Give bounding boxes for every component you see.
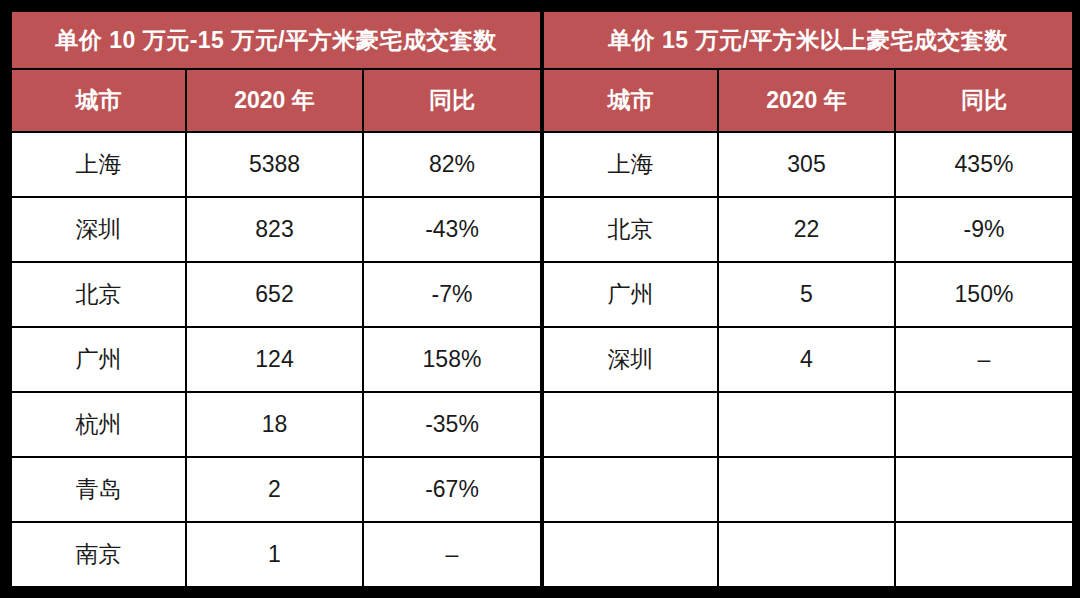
value-2020-cell: 823 [186, 197, 363, 262]
table-row: 杭州18-35% [11, 392, 541, 457]
column-header-city: 城市 [11, 69, 186, 132]
table-price-above-15w: 单价 15 万元/平方米以上豪宅成交套数 城市 2020 年 同比 上海3054… [542, 10, 1074, 588]
city-cell [543, 457, 718, 522]
column-header-2020: 2020 年 [186, 69, 363, 132]
value-2020-cell [718, 457, 895, 522]
column-header-2020: 2020 年 [718, 69, 895, 132]
yoy-cell: -67% [363, 457, 541, 522]
yoy-cell: -43% [363, 197, 541, 262]
table-row [543, 457, 1073, 522]
column-header-city: 城市 [543, 69, 718, 132]
column-header-yoy: 同比 [895, 69, 1073, 132]
yoy-cell: -7% [363, 262, 541, 327]
value-2020-cell: 124 [186, 327, 363, 392]
city-cell [543, 522, 718, 587]
city-cell: 杭州 [11, 392, 186, 457]
table-row [543, 392, 1073, 457]
city-cell: 深圳 [543, 327, 718, 392]
city-cell [543, 392, 718, 457]
table-row: 北京652-7% [11, 262, 541, 327]
city-cell: 南京 [11, 522, 186, 587]
table-price-10-15w: 单价 10 万元-15 万元/平方米豪宅成交套数 城市 2020 年 同比 上海… [10, 10, 542, 588]
yoy-cell [895, 457, 1073, 522]
table-row [543, 522, 1073, 587]
table-row: 上海305435% [543, 132, 1073, 197]
column-header-yoy: 同比 [363, 69, 541, 132]
yoy-cell: 435% [895, 132, 1073, 197]
table-row: 青岛2-67% [11, 457, 541, 522]
value-2020-cell: 652 [186, 262, 363, 327]
luxury-home-sales-tables: 单价 10 万元-15 万元/平方米豪宅成交套数 城市 2020 年 同比 上海… [0, 0, 1080, 598]
table-title-row: 单价 10 万元-15 万元/平方米豪宅成交套数 [11, 11, 541, 69]
yoy-cell [895, 522, 1073, 587]
city-cell: 上海 [11, 132, 186, 197]
table-body: 上海538882%深圳823-43%北京652-7%广州124158%杭州18-… [11, 132, 541, 587]
yoy-cell: 82% [363, 132, 541, 197]
column-header-row: 城市 2020 年 同比 [11, 69, 541, 132]
city-cell: 广州 [543, 262, 718, 327]
city-cell: 广州 [11, 327, 186, 392]
table-row: 广州5150% [543, 262, 1073, 327]
yoy-cell: -35% [363, 392, 541, 457]
table-row: 上海538882% [11, 132, 541, 197]
city-cell: 青岛 [11, 457, 186, 522]
city-cell: 北京 [11, 262, 186, 327]
table-body: 上海305435%北京22-9%广州5150%深圳4– [543, 132, 1073, 587]
table-row: 深圳4– [543, 327, 1073, 392]
city-cell: 北京 [543, 197, 718, 262]
yoy-cell: 150% [895, 262, 1073, 327]
city-cell: 深圳 [11, 197, 186, 262]
value-2020-cell [718, 522, 895, 587]
table-row: 深圳823-43% [11, 197, 541, 262]
yoy-cell: – [895, 327, 1073, 392]
yoy-cell: – [363, 522, 541, 587]
table-row: 广州124158% [11, 327, 541, 392]
table-row: 南京1– [11, 522, 541, 587]
table-title: 单价 15 万元/平方米以上豪宅成交套数 [543, 11, 1073, 69]
value-2020-cell [718, 392, 895, 457]
yoy-cell: 158% [363, 327, 541, 392]
value-2020-cell: 18 [186, 392, 363, 457]
yoy-cell [895, 392, 1073, 457]
column-header-row: 城市 2020 年 同比 [543, 69, 1073, 132]
value-2020-cell: 5 [718, 262, 895, 327]
value-2020-cell: 305 [718, 132, 895, 197]
value-2020-cell: 1 [186, 522, 363, 587]
yoy-cell: -9% [895, 197, 1073, 262]
city-cell: 上海 [543, 132, 718, 197]
value-2020-cell: 2 [186, 457, 363, 522]
value-2020-cell: 5388 [186, 132, 363, 197]
table-title-row: 单价 15 万元/平方米以上豪宅成交套数 [543, 11, 1073, 69]
table-row: 北京22-9% [543, 197, 1073, 262]
table-title: 单价 10 万元-15 万元/平方米豪宅成交套数 [11, 11, 541, 69]
value-2020-cell: 4 [718, 327, 895, 392]
value-2020-cell: 22 [718, 197, 895, 262]
